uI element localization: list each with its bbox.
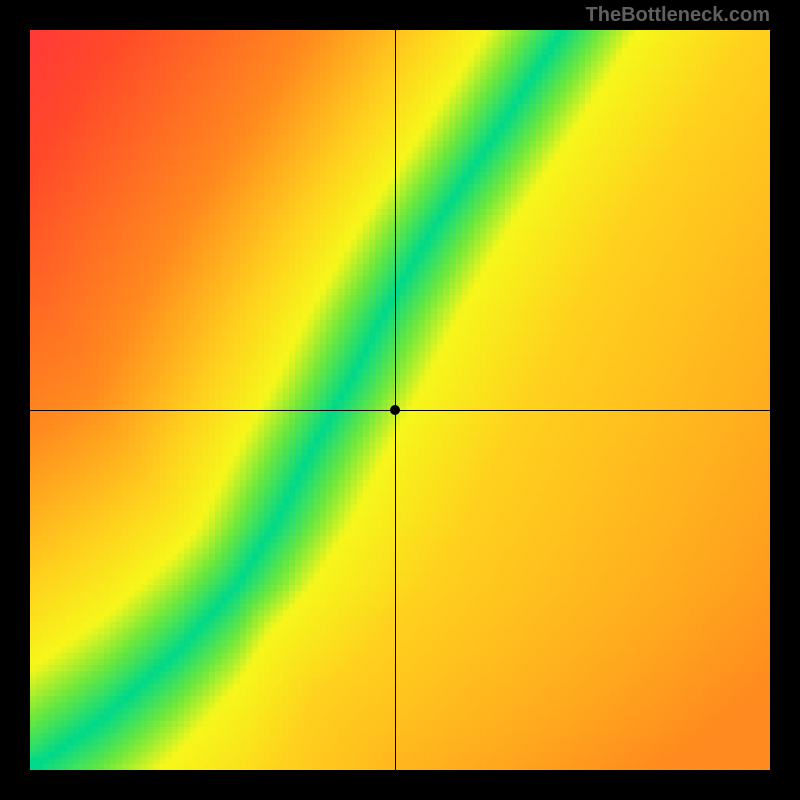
heatmap-canvas [30, 30, 770, 770]
watermark-text: TheBottleneck.com [586, 4, 770, 27]
plot-area [30, 30, 770, 770]
chart-root: TheBottleneck.com [0, 0, 800, 800]
crosshair-horizontal [30, 410, 770, 411]
crosshair-vertical [395, 30, 396, 770]
data-point-marker [390, 405, 400, 415]
